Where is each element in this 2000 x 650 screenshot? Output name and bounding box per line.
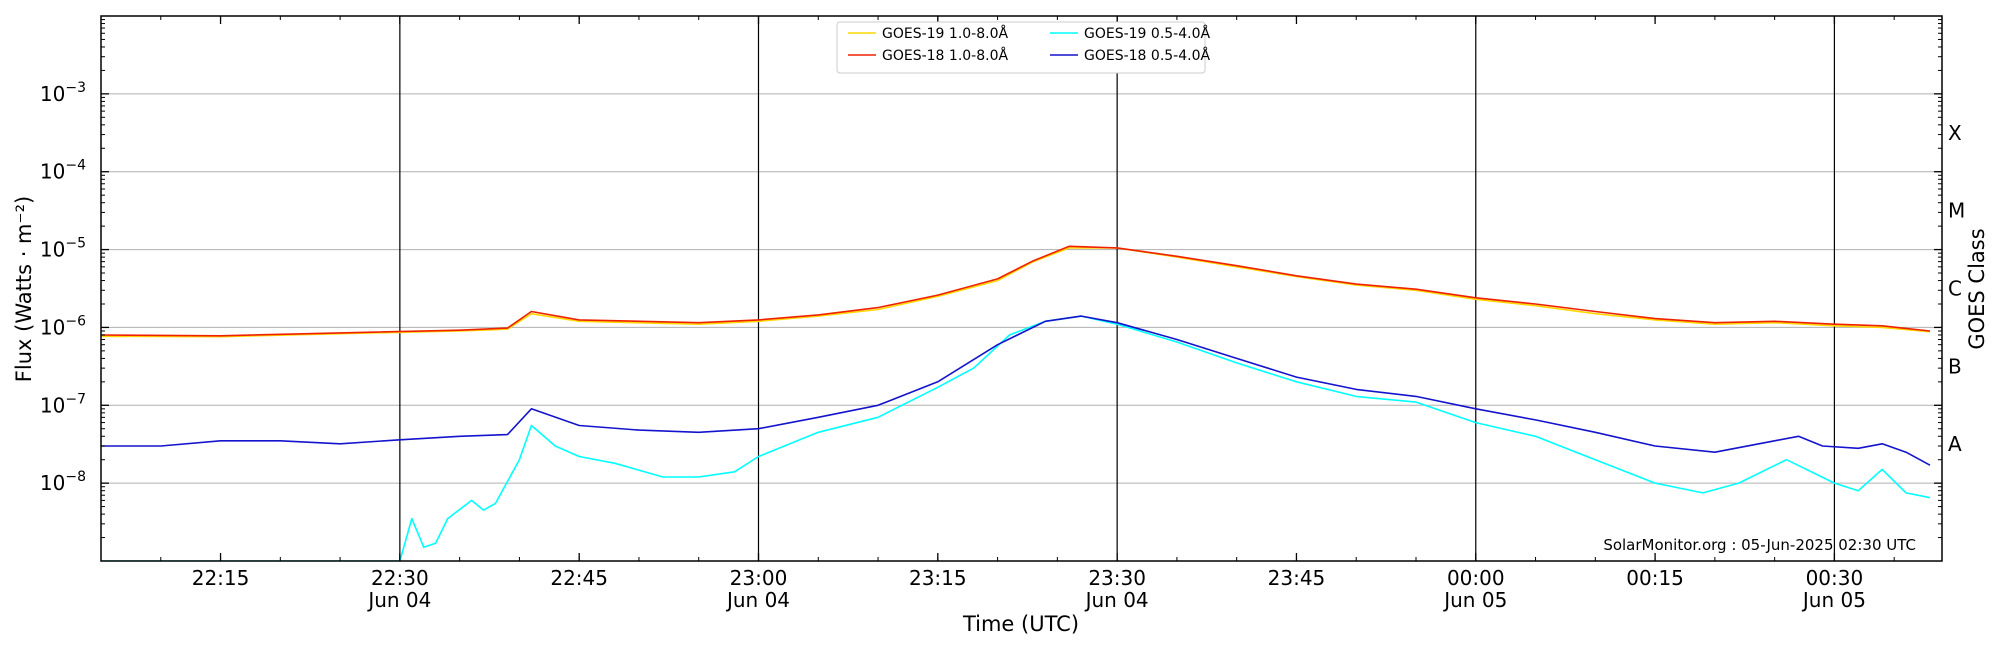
goes-class-label: C [1948,277,1962,301]
x-tick-label: 22:45 [550,566,608,590]
goes-class-label: B [1948,354,1962,378]
legend-label: GOES-18 0.5-4.0Å [1084,47,1210,64]
gridlines [101,93,1942,484]
y-tick-label: 10−4 [40,158,86,184]
x-tick-date-label: Jun 04 [366,588,431,612]
y-axis-title: Flux (Watts · m⁻²) [12,196,36,382]
series-line-3 [101,315,1931,466]
goes-class-label: X [1948,121,1962,145]
legend-label: GOES-18 1.0-8.0Å [882,47,1008,64]
legend-label: GOES-19 1.0-8.0Å [882,25,1008,42]
x-tick-label: 23:45 [1268,566,1326,590]
goes-class-label: M [1948,199,1965,223]
x-tick-date-label: Jun 05 [1442,588,1507,612]
goes-class-label: A [1948,432,1962,456]
x-axis-title: Time (UTC) [962,612,1079,636]
day-boundary-lines [399,16,1836,561]
x-tick-label: 00:00 [1447,566,1505,590]
goes-class-labels: A B C M X [1948,121,1965,456]
legend-label: GOES-19 0.5-4.0Å [1084,25,1210,42]
y-tick-label: 10−5 [40,236,86,262]
x-tick-date-label: Jun 05 [1801,588,1866,612]
x-tick-label: 22:30 [371,566,429,590]
x-tick-label: 23:00 [730,566,788,590]
x-tick-date-label: Jun 04 [725,588,790,612]
y-tick-label: 10−8 [40,469,86,495]
y-tick-label: 10−7 [40,391,86,417]
y-tick-label: 10−3 [40,80,86,106]
plot-area [101,16,1942,561]
y-tick-label: 10−6 [40,313,86,339]
legend-box [836,21,1206,74]
series-line-1 [101,245,1931,337]
x-tick-label: 00:15 [1626,566,1684,590]
footer-credit: SolarMonitor.org : 05-Jun-2025 02:30 UTC [1603,536,1916,554]
plot-frame [100,15,1943,562]
legend: GOES-19 1.0-8.0Å GOES-18 1.0-8.0Å GOES-19 … [836,21,1210,74]
series-line-2 [101,315,1931,561]
x-tick-label: 23:30 [1088,566,1146,590]
x-tick-label: 23:15 [909,566,967,590]
x-tick-label: 22:15 [192,566,250,590]
y2-axis-title: GOES Class [1965,228,1989,349]
y-axis-ticks: 10−8 10−7 10−6 10−5 10−4 10−3 [40,19,1942,539]
series-lines [101,245,1931,561]
x-tick-date-label: Jun 04 [1084,588,1149,612]
x-tick-label: 00:30 [1806,566,1864,590]
